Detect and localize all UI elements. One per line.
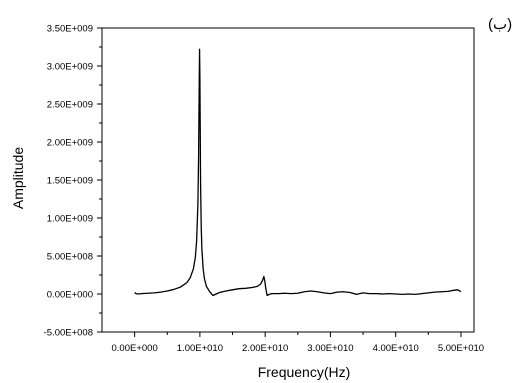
x-tick-label: 3.00E+010 — [307, 343, 353, 354]
x-axis-tick-labels: 0.00E+000 1.00E+010 2.00E+010 3.00E+010 4.00… — [112, 343, 485, 354]
plot-border — [101, 27, 475, 333]
x-tick-label: 0.00E+000 — [112, 343, 158, 354]
y-axis-title: Amplitude — [10, 147, 26, 209]
y-tick-label: 2.00E+009 — [47, 138, 93, 149]
y-tick-label: 5.00E+008 — [47, 252, 93, 263]
series-line — [134, 48, 462, 297]
y-tick-label: 1.50E+009 — [47, 176, 93, 187]
x-tick-label: 4.00E+010 — [373, 343, 419, 354]
x-axis-title: Frequency(Hz) — [258, 364, 351, 380]
y-tick-label: 1.00E+009 — [47, 214, 93, 225]
y-tick-label: 3.00E+009 — [47, 62, 93, 73]
y-tick-label: 3.50E+009 — [47, 24, 93, 35]
y-tick-label: 0.00E+000 — [47, 290, 93, 301]
y-axis-tick-labels: -5.00E+008 0.00E+000 5.00E+008 1.00E+009 1.5… — [44, 24, 93, 339]
y-axis-ticks — [97, 27, 102, 333]
x-tick-label: 5.00E+010 — [438, 343, 484, 354]
y-tick-label: 2.50E+009 — [47, 100, 93, 111]
y-tick-label: -5.00E+008 — [44, 328, 93, 339]
x-tick-label: 1.00E+010 — [177, 343, 223, 354]
panel-label: (ب) — [488, 16, 512, 33]
plot-frame — [101, 27, 475, 333]
x-tick-label: 2.00E+010 — [242, 343, 288, 354]
x-axis-ticks — [134, 332, 462, 337]
